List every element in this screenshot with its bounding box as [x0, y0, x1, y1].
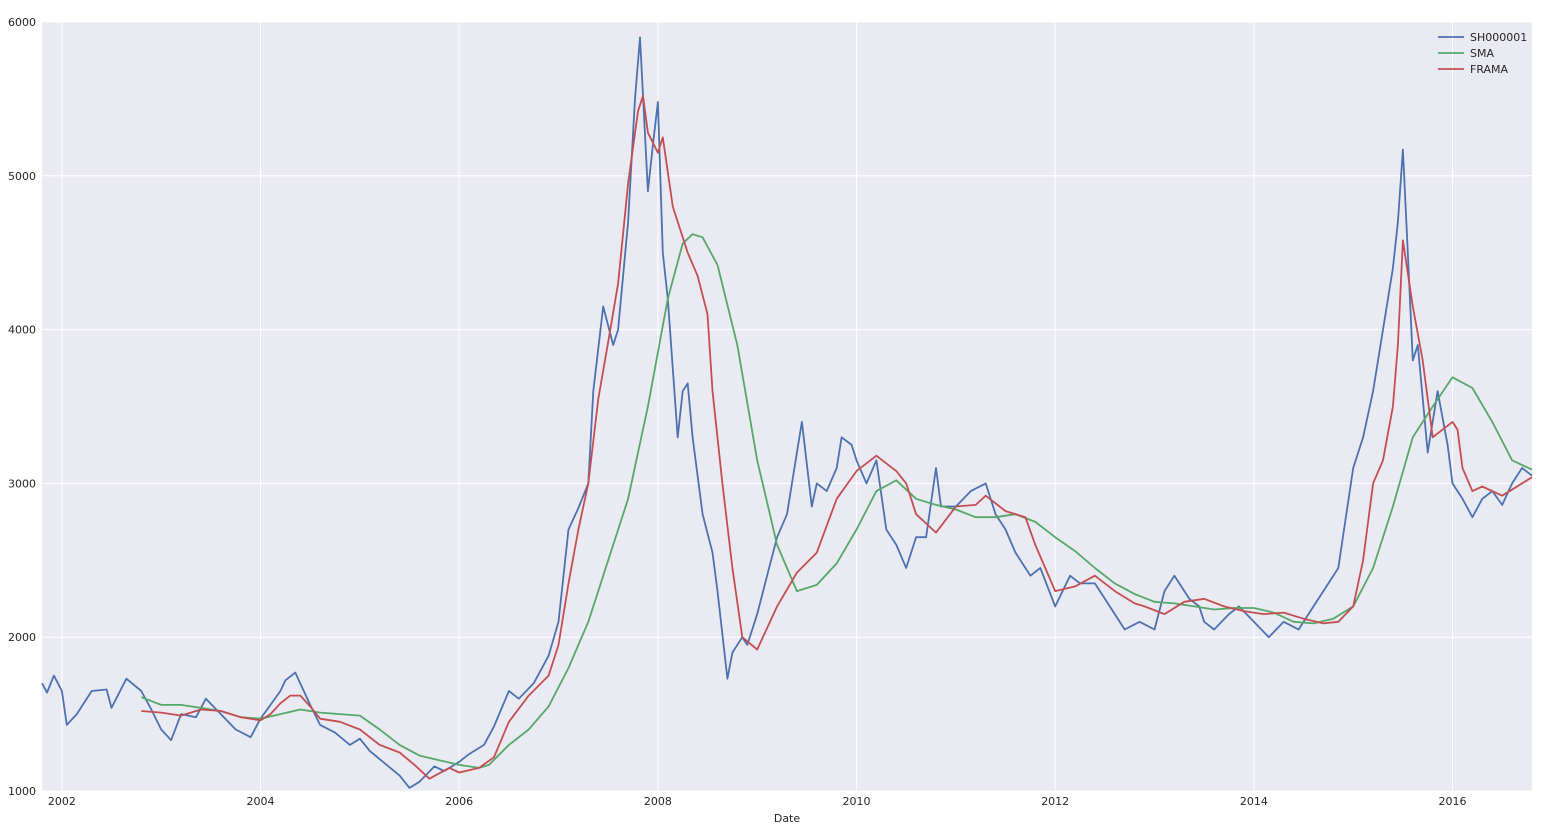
series-layer	[41, 36, 1533, 789]
x-axis-ticks: 2002 2004 2006 2008 2010 2012 2014 2016	[48, 795, 1467, 808]
x-tick-label: 2004	[247, 795, 275, 808]
series-line-frama	[141, 94, 1533, 780]
x-axis-label: Date	[774, 812, 801, 825]
x-tick-label: 2010	[843, 795, 871, 808]
legend: SH000001 SMA FRAMA	[1438, 31, 1527, 76]
y-tick-label: 1000	[8, 785, 36, 798]
legend-label: SH000001	[1470, 31, 1527, 44]
legend-label: FRAMA	[1470, 63, 1509, 76]
series-line-sma	[140, 233, 1533, 769]
x-tick-label: 2002	[48, 795, 76, 808]
x-tick-label: 2014	[1240, 795, 1268, 808]
series-line-sh000001	[41, 36, 1533, 789]
y-tick-label: 6000	[8, 16, 36, 29]
plot-background	[42, 22, 1532, 791]
y-tick-label: 3000	[8, 477, 36, 490]
legend-label: SMA	[1470, 47, 1494, 60]
y-tick-label: 5000	[8, 170, 36, 183]
x-tick-label: 2008	[644, 795, 672, 808]
x-tick-label: 2012	[1041, 795, 1069, 808]
x-tick-label: 2016	[1439, 795, 1467, 808]
gridlines	[42, 21, 1532, 792]
x-tick-label: 2006	[445, 795, 473, 808]
y-axis-ticks: 1000 2000 3000 4000 5000 6000	[8, 16, 36, 798]
y-tick-label: 4000	[8, 324, 36, 337]
y-tick-label: 2000	[8, 631, 36, 644]
